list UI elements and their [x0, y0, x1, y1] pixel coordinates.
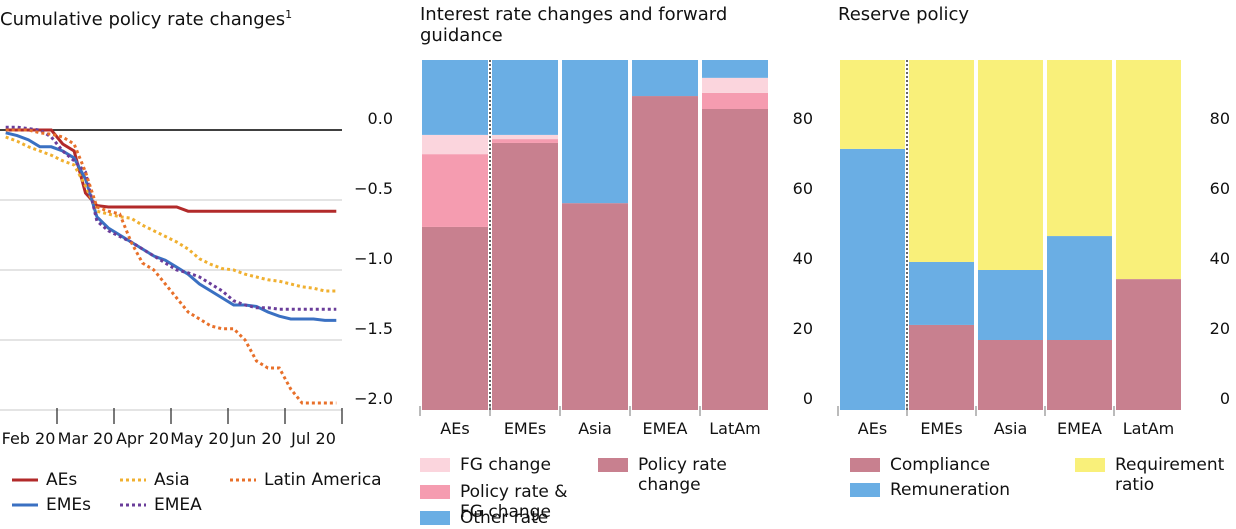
x-tick-label: Asia	[994, 419, 1028, 438]
x-tick-label: Apr 20	[116, 429, 169, 448]
legend-swatch	[598, 458, 628, 472]
y-tick-label: −0.5	[354, 179, 393, 198]
x-tick-label: EMEs	[920, 419, 962, 438]
x-tick-label: Jul 20	[290, 429, 336, 448]
line	[5, 135, 337, 293]
x-tick-label: LatAm	[709, 419, 761, 438]
bar-segment	[632, 60, 698, 97]
x-tick-label: EMEA	[1057, 419, 1102, 438]
bar-segment	[422, 60, 488, 135]
legend-swatch	[1075, 458, 1105, 472]
y-tick-label: 20	[793, 319, 813, 338]
line	[5, 128, 337, 213]
bar-segment	[909, 324, 974, 410]
x-tick-label: EMEA	[643, 419, 688, 438]
y-tick-label: 0.0	[368, 109, 393, 128]
bar-segment	[702, 60, 768, 78]
bar-segment	[840, 60, 905, 149]
line	[5, 131, 337, 322]
legend-label: FG change	[460, 455, 551, 475]
legend-swatch	[850, 458, 880, 472]
y-tick-label: −1.5	[354, 319, 393, 338]
bar-segment	[909, 60, 974, 262]
legend-swatch	[420, 485, 450, 499]
chart-title: Cumulative policy rate changes1	[0, 4, 292, 30]
bar-segment	[840, 148, 905, 410]
y-tick-label: 20	[1210, 319, 1230, 338]
bar-segment	[1047, 236, 1112, 340]
y-tick-label: 0	[803, 389, 813, 408]
x-tick-label: Feb 20	[2, 429, 56, 448]
y-tick-label: 80	[1210, 109, 1230, 128]
bar-segment	[702, 92, 768, 109]
bar-segment	[978, 340, 1043, 410]
bar-segment	[492, 134, 558, 140]
legend-label: Compliance	[890, 455, 991, 475]
x-tick-label: EMEs	[504, 419, 546, 438]
y-tick-label: 0	[1220, 389, 1230, 408]
y-tick-label: 60	[793, 179, 813, 198]
chart-title: Reserve policy	[838, 4, 970, 25]
bar-segment	[1116, 279, 1181, 410]
legend-swatch	[420, 511, 450, 525]
bar-segment	[978, 270, 1043, 340]
bar-segment	[422, 226, 488, 410]
bar-segment	[492, 142, 558, 410]
legend-swatch	[420, 458, 450, 472]
x-tick-label: AEs	[858, 419, 887, 438]
bar-segment	[492, 139, 558, 143]
y-tick-label: 80	[793, 109, 813, 128]
footnote-mark: 1	[285, 8, 293, 21]
x-tick-label: AEs	[440, 419, 469, 438]
y-tick-label: −1.0	[354, 249, 393, 268]
chart-title: Interest rate changes and forward guidan…	[420, 4, 728, 46]
bar-segment	[492, 60, 558, 135]
y-tick-label: −2.0	[354, 389, 393, 408]
bar-segment	[702, 109, 768, 410]
legend-label: Other rate change	[460, 508, 549, 529]
legend-swatch	[850, 483, 880, 497]
legend-label: EMEs	[46, 495, 92, 515]
legend-label: Requirement ratio	[1115, 455, 1225, 495]
x-tick-label: LatAm	[1123, 419, 1175, 438]
bar-segment	[1116, 60, 1181, 280]
y-tick-label: 60	[1210, 179, 1230, 198]
bar-segment	[978, 60, 1043, 270]
bar-segment	[1047, 60, 1112, 237]
bar-segment	[909, 261, 974, 325]
bar-segment	[562, 60, 628, 204]
legend-label: Latin America	[264, 470, 382, 490]
bar-segment	[562, 203, 628, 410]
x-tick-label: Mar 20	[58, 429, 114, 448]
bar-segment	[1047, 340, 1112, 410]
line	[5, 125, 337, 311]
bar-segment	[422, 134, 488, 155]
legend-label: Policy rate change	[638, 455, 727, 495]
x-tick-label: Asia	[578, 419, 612, 438]
y-tick-label: 40	[1210, 249, 1230, 268]
legend-label: Asia	[154, 470, 190, 490]
legend-label: AEs	[46, 470, 78, 490]
x-tick-label: Jun 20	[230, 429, 281, 448]
bar-segment	[632, 96, 698, 411]
line	[5, 128, 337, 405]
bar-segment	[422, 154, 488, 227]
legend-label: Policy rate & FG change	[460, 482, 568, 522]
title-text: Cumulative policy rate changes	[0, 9, 286, 30]
legend-label: Remuneration	[890, 480, 1011, 500]
x-tick-label: May 20	[170, 429, 229, 448]
bar-segment	[702, 77, 768, 93]
legend-label: EMEA	[154, 495, 202, 515]
y-tick-label: 40	[793, 249, 813, 268]
